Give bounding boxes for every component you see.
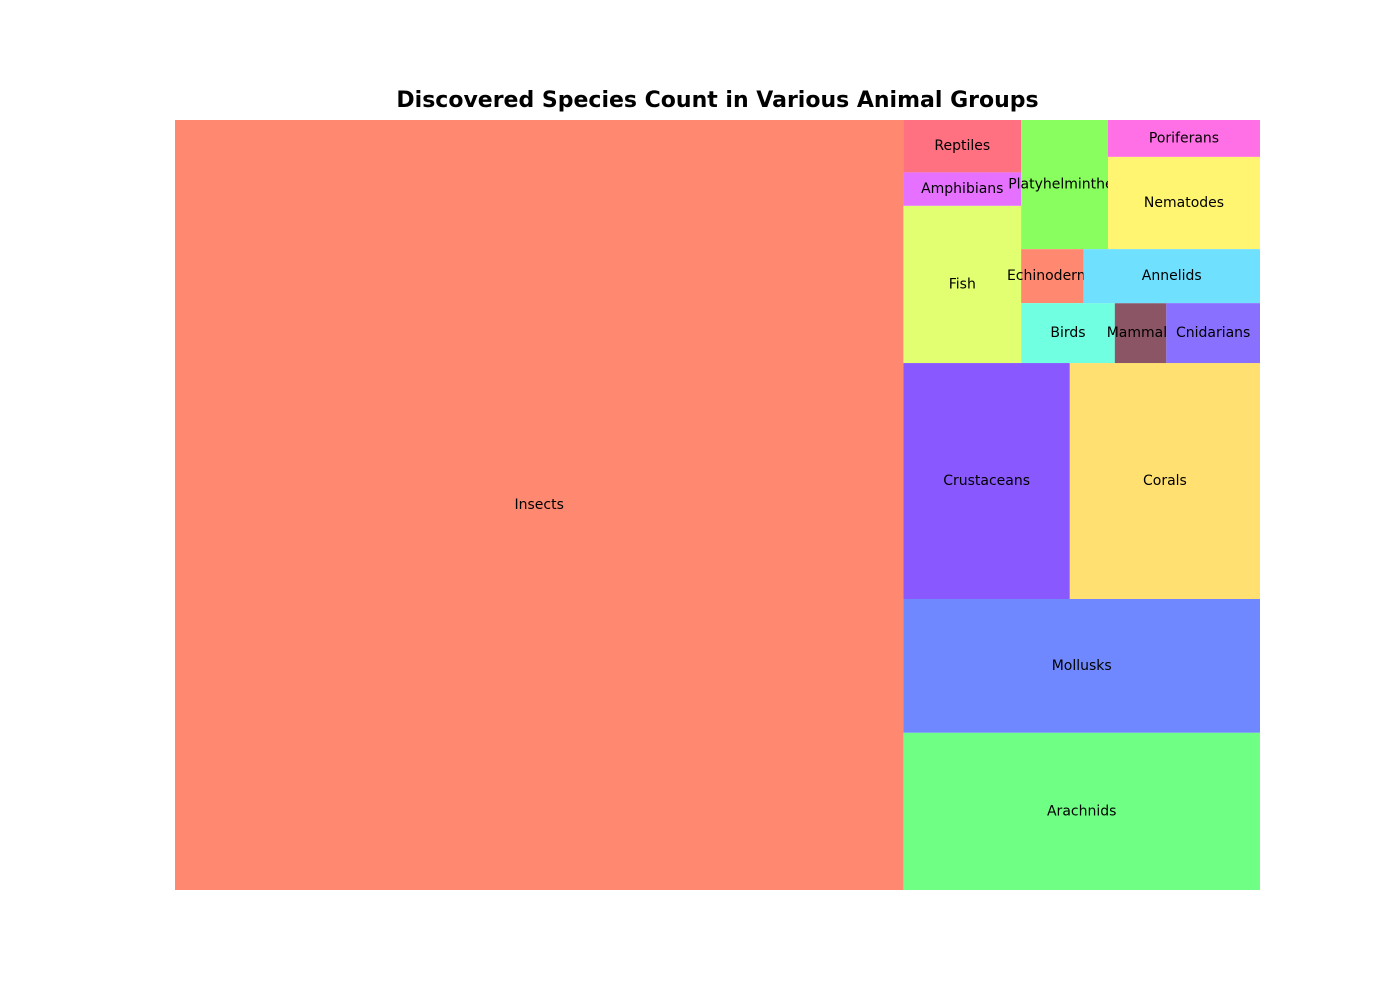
tile-label-poriferans: Poriferans xyxy=(1149,130,1219,146)
tile-corals: Corals xyxy=(1069,363,1260,599)
tile-label-birds: Birds xyxy=(1050,325,1085,341)
tile-rect-crustaceans xyxy=(903,363,1070,599)
tile-reptiles: Reptiles xyxy=(903,120,1022,173)
tile-birds: Birds xyxy=(1021,303,1115,364)
tile-platyhelminthes: Platyhelminthes xyxy=(1008,120,1121,250)
tile-nematodes: Nematodes xyxy=(1107,156,1260,250)
tile-mollusks: Mollusks xyxy=(903,598,1260,733)
tile-rect-insects xyxy=(175,120,904,890)
tile-rect-platyhelminthes xyxy=(1021,120,1108,250)
tile-label-cnidarians: Cnidarians xyxy=(1176,325,1250,341)
tile-label-corals: Corals xyxy=(1143,473,1187,489)
tile-rect-arachnids xyxy=(903,732,1260,890)
tile-label-nematodes: Nematodes xyxy=(1144,195,1224,211)
tile-rect-poriferans xyxy=(1107,120,1260,157)
tile-label-annelids: Annelids xyxy=(1142,268,1202,284)
tile-label-fish: Fish xyxy=(949,276,976,292)
tile-arachnids: Arachnids xyxy=(903,732,1260,890)
tile-rect-annelids xyxy=(1083,249,1260,304)
tile-rect-amphibians xyxy=(903,172,1022,206)
tile-rect-reptiles xyxy=(903,120,1022,173)
tile-label-mammals: Mammals xyxy=(1107,325,1175,341)
tile-label-arachnids: Arachnids xyxy=(1047,803,1116,819)
tile-rect-mammals xyxy=(1114,303,1167,364)
tile-mammals: Mammals xyxy=(1107,303,1175,364)
tile-crustaceans: Crustaceans xyxy=(903,363,1070,599)
tile-label-crustaceans: Crustaceans xyxy=(943,473,1030,489)
tile-rect-fish xyxy=(903,205,1022,364)
tile-label-mollusks: Mollusks xyxy=(1052,658,1112,674)
chart-title: Discovered Species Count in Various Anim… xyxy=(396,88,1039,113)
tile-label-amphibians: Amphibians xyxy=(921,181,1003,197)
tile-rect-mollusks xyxy=(903,598,1260,733)
tile-amphibians: Amphibians xyxy=(903,172,1022,206)
tile-insects: Insects xyxy=(175,120,904,890)
tile-rect-corals xyxy=(1069,363,1260,599)
tile-echinoderms: Echinoderms xyxy=(1007,249,1098,304)
tile-fish: Fish xyxy=(903,205,1022,364)
tile-rect-birds xyxy=(1021,303,1115,364)
tile-poriferans: Poriferans xyxy=(1107,120,1260,157)
tile-annelids: Annelids xyxy=(1083,249,1260,304)
tile-rect-cnidarians xyxy=(1166,303,1260,364)
tile-label-insects: Insects xyxy=(515,497,564,513)
tile-rect-echinoderms xyxy=(1021,249,1084,304)
tile-cnidarians: Cnidarians xyxy=(1166,303,1260,364)
tile-rect-nematodes xyxy=(1107,156,1260,250)
tile-label-platyhelminthes: Platyhelminthes xyxy=(1008,177,1121,193)
tile-label-reptiles: Reptiles xyxy=(934,138,990,154)
tile-label-echinoderms: Echinoderms xyxy=(1007,268,1098,284)
